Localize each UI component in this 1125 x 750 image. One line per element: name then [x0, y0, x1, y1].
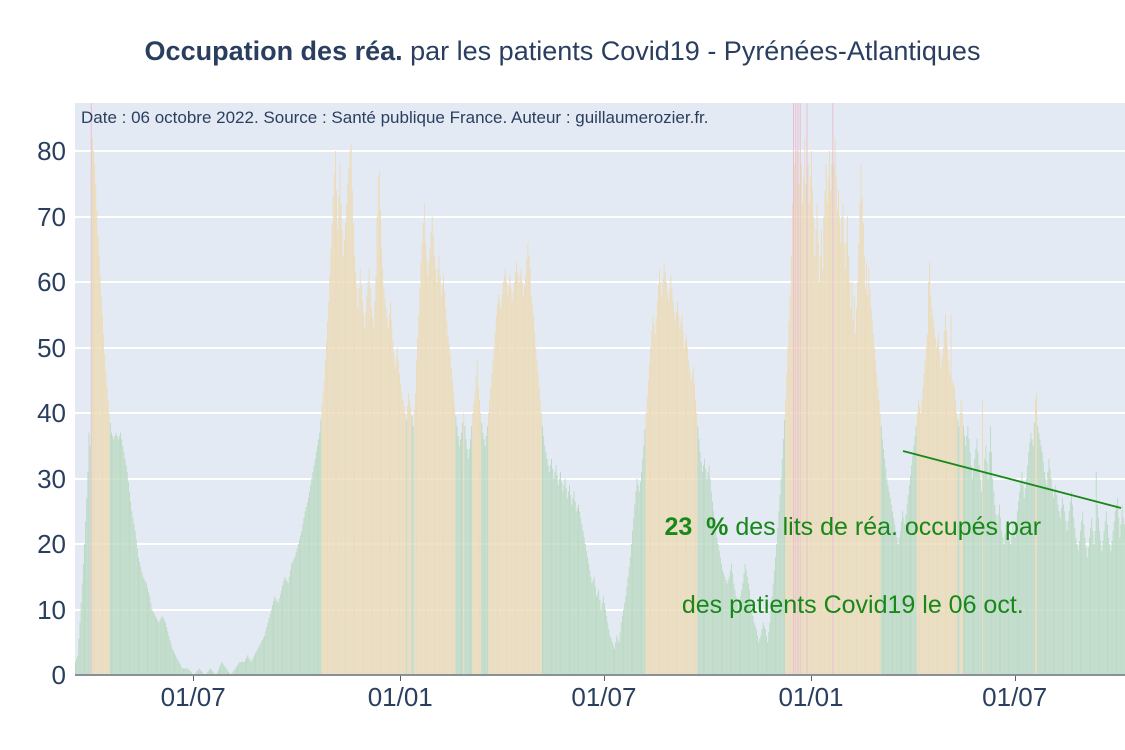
gridline-70: [75, 215, 1125, 218]
y-tick-label: 50: [37, 332, 66, 363]
x-tick-mark: [400, 675, 402, 681]
x-tick-mark: [193, 675, 195, 681]
gridline-80: [75, 150, 1125, 152]
x-tick-label: 01/01: [778, 682, 844, 712]
gridline-60: [75, 281, 1125, 283]
x-tick-label: 01/01: [367, 682, 433, 712]
annotation-value: 23 %: [664, 513, 729, 541]
x-tick-mark: [1014, 675, 1016, 681]
page-title-regular: par les patients Covid19 - Pyrénées-Atla…: [402, 36, 981, 66]
data-source-note: Date : 06 octobre 2022. Source : Santé p…: [81, 108, 709, 127]
page-title-bold: Occupation des réa.: [144, 36, 403, 66]
y-tick-label: 20: [37, 529, 66, 559]
bars-svg: [75, 103, 1125, 675]
y-tick-label: 80: [37, 136, 66, 166]
x-tick-label: 01/07: [160, 682, 226, 712]
annotation-line2: des patients Covid19 le 06 oct.: [681, 591, 1024, 619]
gridline-30: [75, 477, 1125, 480]
y-tick-label: 30: [37, 463, 66, 494]
y-tick-label: 10: [37, 594, 66, 625]
annotation-leader-line: [902, 450, 1122, 509]
plot-area[interactable]: Date : 06 octobre 2022. Source : Santé p…: [75, 103, 1125, 675]
gridline-50: [75, 346, 1125, 349]
gridline-20: [75, 543, 1125, 545]
y-tick-label: 0: [51, 660, 66, 690]
x-tick-label: 01/07: [571, 682, 637, 712]
y-tick-label: 40: [37, 398, 66, 428]
annotation-text: 23 % des lits de réa. occupés par des pa…: [570, 469, 1080, 664]
x-tick-mark: [811, 675, 812, 681]
x-tick-mark: [603, 675, 605, 681]
gridline-40: [75, 412, 1125, 414]
y-tick-label: 70: [37, 201, 66, 232]
annotation-line1: des lits de réa. occupés par: [728, 513, 1042, 541]
page-title: Occupation des réa. par les patients Cov…: [0, 36, 1125, 67]
y-tick-label: 60: [37, 267, 66, 297]
x-axis-line: [75, 674, 1125, 676]
x-tick-label: 01/07: [982, 682, 1048, 712]
